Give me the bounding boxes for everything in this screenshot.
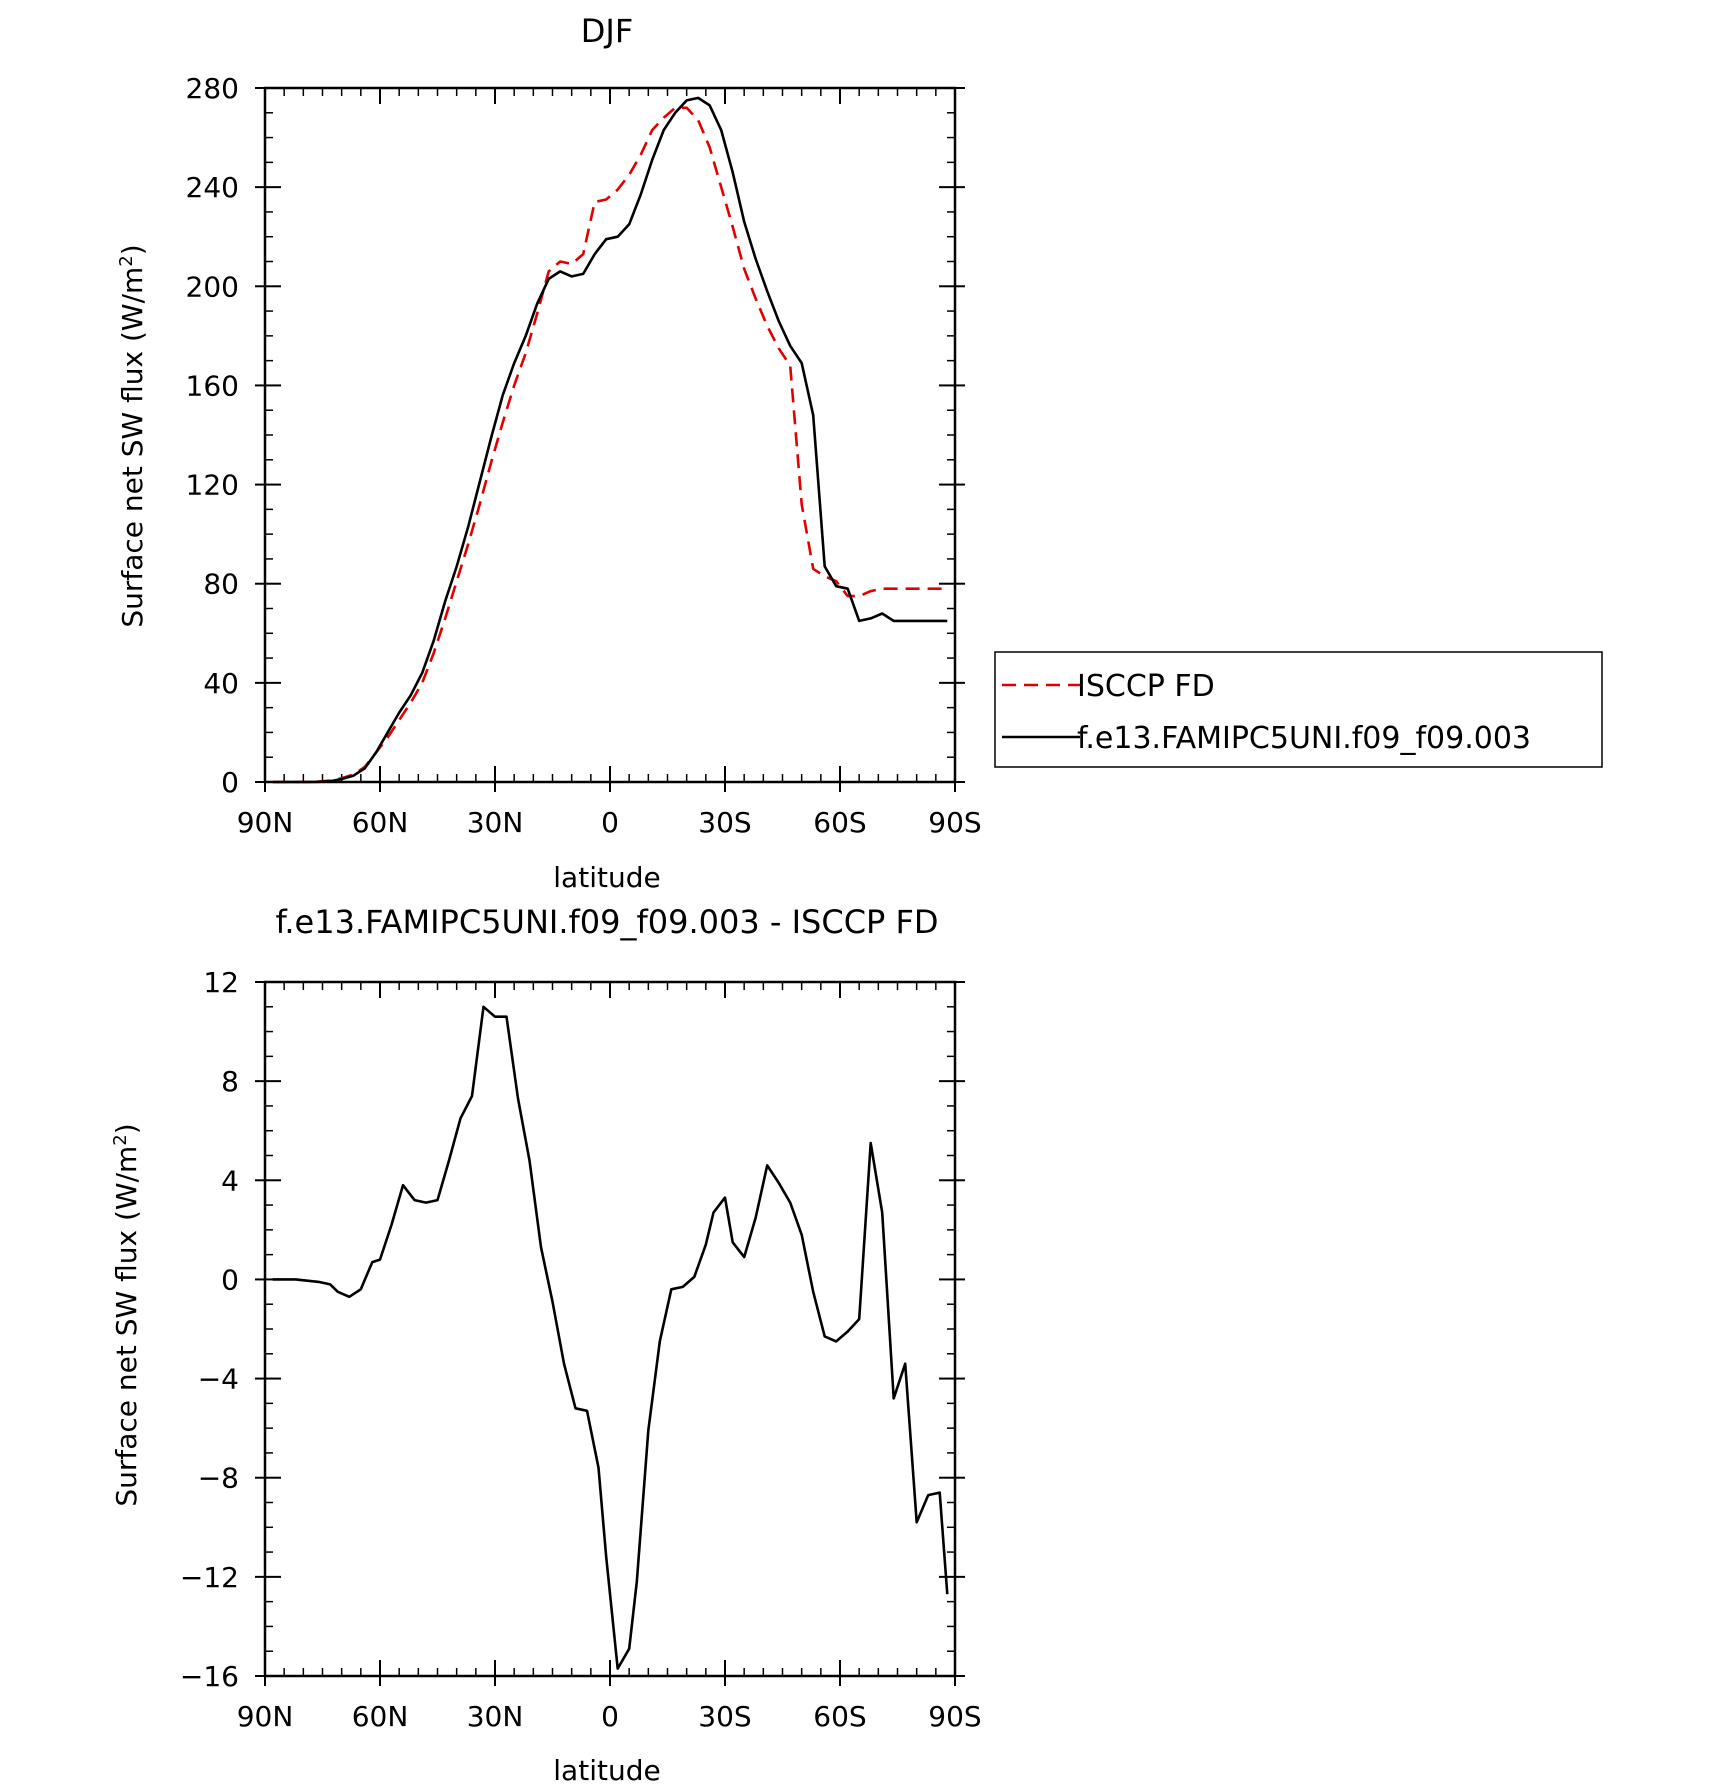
y-tick-label: 8 [221, 1065, 239, 1098]
legend-box [994, 651, 1603, 768]
legend: ISCCP FD f.e13.FAMIPC5UNI.f09_f09.003 [994, 651, 1603, 768]
y-tick-label: 0 [221, 766, 239, 799]
series-line-0 [272, 1005, 949, 1670]
panel-djf: DJF 90N 60N 30N 0 30S 60S 90S 0 40 80 120 160 200 240… [116, 12, 982, 894]
x-tick-label: 30N [467, 806, 524, 839]
x-axis-label: latitude [553, 861, 660, 894]
y-tick-label: 4 [221, 1164, 239, 1197]
y-tick-label: 80 [203, 568, 239, 601]
y-tick-label: 280 [186, 72, 239, 105]
plot-area-difference: 90N 60N 30N 0 30S 60S 90S 12 8 4 0 −4 −8 −12 −16 [180, 966, 982, 1733]
y-axis-label: Surface net SW flux (W/m2) [116, 244, 149, 627]
y-tick-label: −4 [198, 1363, 239, 1396]
y-tick-label: −16 [180, 1660, 239, 1693]
x-tick-label: 90S [928, 806, 981, 839]
plot-area-djf: 90N 60N 30N 0 30S 60S 90S 0 40 80 120 160 200 240 280 [186, 72, 982, 839]
x-tick-label: 90N [237, 1700, 294, 1733]
y-tick-label: 12 [203, 966, 239, 999]
x-tick-label: 60N [352, 806, 409, 839]
x-tick-label: 30S [698, 1700, 751, 1733]
series-line-0 [272, 106, 948, 784]
chart-title: DJF [581, 12, 633, 50]
x-tick-label: 60S [813, 1700, 866, 1733]
series-line-1 [272, 96, 948, 784]
legend-label-model: f.e13.FAMIPC5UNI.f09_f09.003 [1077, 721, 1531, 756]
y-tick-label: 200 [186, 270, 239, 303]
y-tick-label: 120 [186, 469, 239, 502]
x-tick-label: 30S [698, 806, 751, 839]
y-tick-label: 160 [186, 369, 239, 402]
x-axis-label: latitude [553, 1754, 660, 1787]
x-tick-label: 30N [467, 1700, 524, 1733]
y-tick-label: 40 [203, 667, 239, 700]
x-tick-label: 0 [601, 1700, 619, 1733]
plot-frame [263, 86, 957, 784]
y-tick-label: −8 [198, 1462, 239, 1495]
legend-label-isccp: ISCCP FD [1077, 669, 1215, 704]
chart-title: f.e13.FAMIPC5UNI.f09_f09.003 - ISCCP FD [275, 903, 938, 941]
x-tick-label: 60S [813, 806, 866, 839]
panel-difference: f.e13.FAMIPC5UNI.f09_f09.003 - ISCCP FD … [110, 903, 982, 1787]
y-tick-label: 240 [186, 171, 239, 204]
y-tick-label: 0 [221, 1263, 239, 1296]
x-tick-label: 0 [601, 806, 619, 839]
x-tick-label: 60N [352, 1700, 409, 1733]
x-tick-label: 90S [928, 1700, 981, 1733]
y-axis-label: Surface net SW flux (W/m2) [110, 1123, 143, 1506]
y-tick-label: −12 [180, 1561, 239, 1594]
x-tick-label: 90N [237, 806, 294, 839]
